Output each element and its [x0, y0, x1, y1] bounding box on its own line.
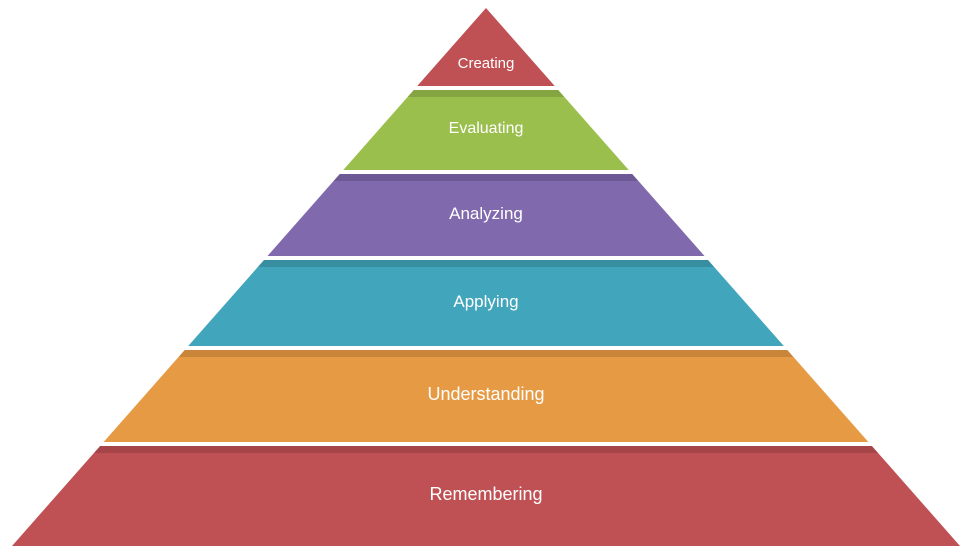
pyramid-level-4 [104, 357, 869, 442]
pyramid-svg [0, 0, 972, 552]
pyramid-level-5 [12, 453, 960, 546]
pyramid-level-3 [188, 267, 784, 346]
pyramid-level-2 [268, 181, 705, 256]
pyramid-level-0 [417, 8, 554, 86]
pyramid-diagram: CreatingEvaluatingAnalyzingApplyingUnder… [0, 0, 972, 552]
pyramid-level-1 [343, 97, 628, 170]
